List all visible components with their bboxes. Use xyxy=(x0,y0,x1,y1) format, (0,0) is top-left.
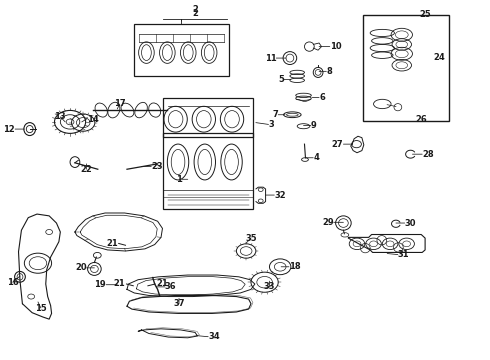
Text: 4: 4 xyxy=(313,153,319,162)
Bar xyxy=(363,15,449,121)
Text: 20: 20 xyxy=(75,264,87,273)
Text: 21: 21 xyxy=(106,239,118,248)
Text: 36: 36 xyxy=(165,282,176,291)
Text: 21: 21 xyxy=(114,279,125,288)
Bar xyxy=(134,24,229,76)
Text: 8: 8 xyxy=(326,67,332,76)
Text: 33: 33 xyxy=(264,282,275,291)
Text: 19: 19 xyxy=(95,280,106,289)
Text: 6: 6 xyxy=(319,93,325,102)
Text: 28: 28 xyxy=(422,150,434,159)
Text: 10: 10 xyxy=(330,42,342,51)
Text: 5: 5 xyxy=(278,75,284,84)
Text: 29: 29 xyxy=(322,218,334,227)
Text: 3: 3 xyxy=(269,120,274,129)
Text: 18: 18 xyxy=(289,262,300,271)
Text: 17: 17 xyxy=(114,99,125,108)
Text: 22: 22 xyxy=(81,165,93,174)
Bar xyxy=(164,98,253,137)
Text: 16: 16 xyxy=(7,278,19,287)
Text: 32: 32 xyxy=(274,190,286,199)
Text: 21: 21 xyxy=(156,279,168,288)
Text: 15: 15 xyxy=(35,303,47,312)
Text: 26: 26 xyxy=(415,115,427,124)
Text: 27: 27 xyxy=(332,140,343,149)
Text: 7: 7 xyxy=(272,110,278,119)
Text: 2: 2 xyxy=(192,5,198,14)
Text: 12: 12 xyxy=(3,125,15,134)
Text: 23: 23 xyxy=(151,162,163,171)
Text: 30: 30 xyxy=(405,219,416,228)
Text: 37: 37 xyxy=(173,299,185,308)
Text: 34: 34 xyxy=(208,332,220,341)
Text: 35: 35 xyxy=(245,234,257,243)
Text: 1: 1 xyxy=(176,175,182,184)
Text: 11: 11 xyxy=(265,54,276,63)
Text: 24: 24 xyxy=(433,53,444,62)
Text: 13: 13 xyxy=(54,112,66,121)
Text: 9: 9 xyxy=(311,121,317,130)
Text: 31: 31 xyxy=(398,250,410,259)
Text: 25: 25 xyxy=(419,10,431,19)
Bar xyxy=(164,134,253,209)
Text: 2: 2 xyxy=(192,9,198,18)
Text: 14: 14 xyxy=(87,114,98,123)
